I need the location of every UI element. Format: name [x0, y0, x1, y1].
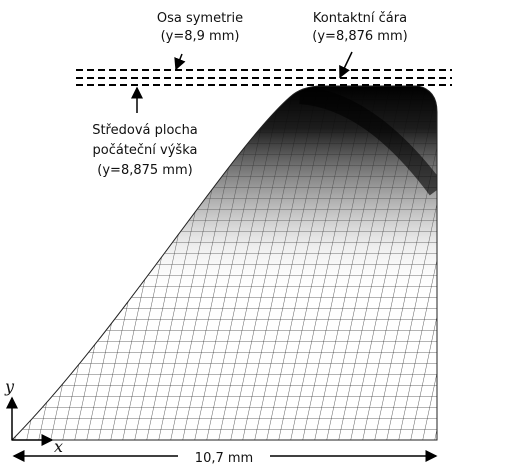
reference-lines: [76, 69, 452, 86]
axis-label: y: [4, 377, 15, 396]
arrow: [339, 51, 353, 79]
label: (y=8,875 mm): [97, 163, 192, 178]
label: (y=8,876 mm): [312, 29, 407, 44]
label: Osa symetrie: [157, 11, 243, 26]
mesh-outline: [10, 85, 438, 441]
axis-label: x: [54, 437, 63, 456]
label: Kontaktní čára: [313, 11, 407, 26]
label: počáteční výška: [93, 143, 198, 158]
mesh: [12, 86, 437, 440]
dimension-label: 10,7 mm: [195, 451, 253, 466]
label: Středová plocha: [92, 123, 198, 138]
label: (y=8,9 mm): [161, 29, 240, 44]
dimension-bg: [178, 448, 270, 466]
arrow: [174, 53, 186, 71]
